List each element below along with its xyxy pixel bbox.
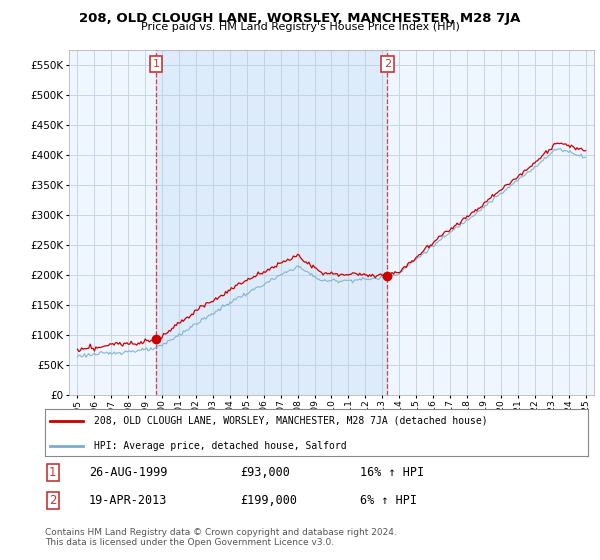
Text: 6% ↑ HPI: 6% ↑ HPI: [360, 494, 417, 507]
Text: HPI: Average price, detached house, Salford: HPI: Average price, detached house, Salf…: [94, 441, 346, 451]
Text: 2: 2: [49, 494, 56, 507]
Text: £199,000: £199,000: [240, 494, 297, 507]
Text: Contains HM Land Registry data © Crown copyright and database right 2024.
This d: Contains HM Land Registry data © Crown c…: [45, 528, 397, 547]
Text: 2: 2: [383, 59, 391, 69]
Text: 1: 1: [152, 59, 160, 69]
Text: 26-AUG-1999: 26-AUG-1999: [89, 466, 167, 479]
Text: Price paid vs. HM Land Registry's House Price Index (HPI): Price paid vs. HM Land Registry's House …: [140, 22, 460, 32]
Text: 208, OLD CLOUGH LANE, WORSLEY, MANCHESTER, M28 7JA (detached house): 208, OLD CLOUGH LANE, WORSLEY, MANCHESTE…: [94, 416, 487, 426]
Text: 1: 1: [49, 466, 56, 479]
Text: 208, OLD CLOUGH LANE, WORSLEY, MANCHESTER, M28 7JA: 208, OLD CLOUGH LANE, WORSLEY, MANCHESTE…: [79, 12, 521, 25]
Text: 16% ↑ HPI: 16% ↑ HPI: [360, 466, 424, 479]
Bar: [156, 50, 387, 395]
Text: 19-APR-2013: 19-APR-2013: [89, 494, 167, 507]
Text: £93,000: £93,000: [240, 466, 290, 479]
